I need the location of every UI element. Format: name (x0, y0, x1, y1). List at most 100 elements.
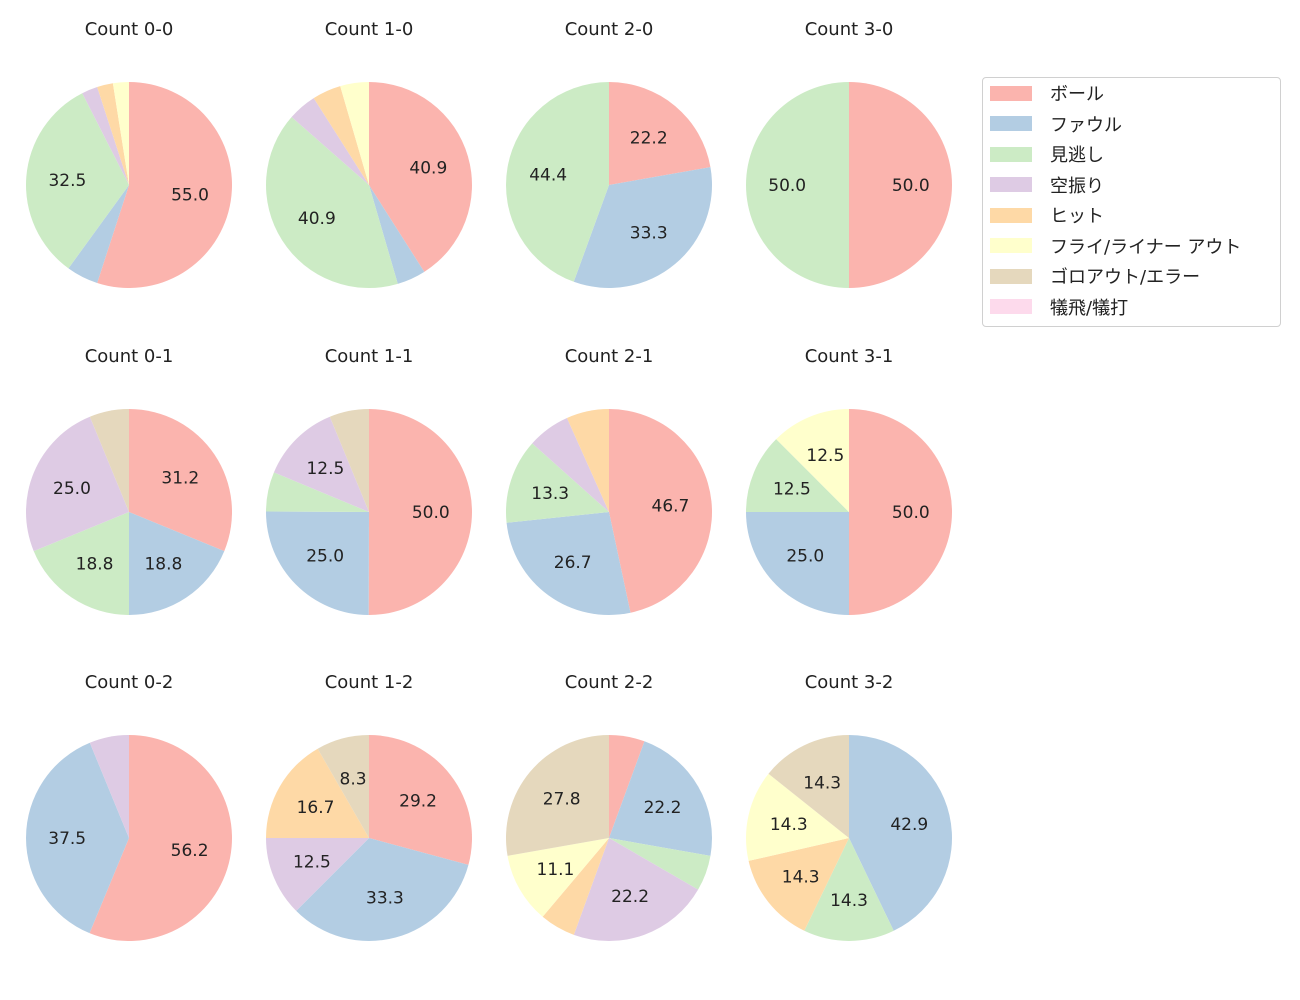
pie-slice (609, 735, 645, 838)
pie-6: Count 1-1 50.0 25.0 12.5 (266, 346, 472, 615)
legend-item: ファウル (990, 114, 1122, 136)
pie-slice (68, 185, 129, 283)
slice-label: 12.5 (293, 853, 331, 873)
pie-slice (506, 735, 609, 856)
pie-slice (609, 838, 711, 890)
pie-slice (369, 82, 472, 272)
pie-title: Count 1-0 (325, 19, 414, 40)
pie-slice (340, 82, 369, 185)
pie-slice (746, 773, 849, 861)
pie-slice (507, 838, 609, 917)
slice-label: 26.7 (554, 553, 592, 573)
pie-slice (506, 512, 631, 615)
pie-title: Count 0-2 (85, 672, 174, 693)
pie-slice (112, 82, 129, 185)
pie-slice (746, 512, 849, 615)
legend-swatch (990, 238, 1032, 253)
pie-10: Count 1-2 29.2 33.3 12.5 16.78.3 (266, 672, 472, 941)
pie-slice (82, 87, 129, 185)
slice-label: 14.3 (803, 773, 841, 793)
slice-label: 18.8 (144, 554, 182, 574)
slice-label: 25.0 (306, 547, 344, 567)
slice-label: 46.7 (652, 497, 690, 517)
slice-label: 37.5 (48, 829, 86, 849)
slice-label: 40.9 (409, 159, 447, 179)
pie-slice (266, 117, 398, 288)
legend-item: 見逃し (990, 144, 1104, 166)
pie-slice (506, 82, 609, 282)
pie-slice (266, 511, 369, 615)
slice-label: 55.0 (171, 186, 209, 206)
pie-slice (97, 83, 129, 185)
pie-slice (129, 512, 225, 615)
legend-item: フライ/ライナー アウト (990, 236, 1242, 258)
slice-label: 40.9 (298, 209, 336, 229)
slice-label: 50.0 (892, 176, 930, 196)
pie-slice (609, 741, 712, 856)
slice-label: 44.4 (529, 165, 567, 185)
slice-label: 14.3 (770, 815, 808, 835)
legend-swatch (990, 268, 1032, 284)
pie-slice (296, 838, 469, 941)
pie-slice (89, 735, 233, 941)
pie-title: Count 0-0 (85, 19, 174, 40)
slice-label: 42.9 (890, 815, 928, 835)
pie-slice (573, 838, 699, 942)
slice-label: 22.2 (644, 798, 682, 818)
slice-label: 14.3 (782, 868, 820, 888)
pie-slice (273, 416, 369, 512)
pie-slice (97, 82, 233, 288)
pie-slice (748, 838, 849, 931)
pie-2: Count 1-0 40.9 40.9 (266, 19, 472, 288)
pie-slice (291, 98, 369, 185)
slice-label: 33.3 (366, 889, 404, 909)
pie-slice (329, 409, 369, 512)
pie-slice (266, 472, 369, 512)
legend-swatch (990, 85, 1032, 101)
pie-slice (369, 185, 425, 284)
pie-slice (317, 735, 369, 838)
pie-11: Count 2-2 22.2 22.2 11.1 27.8 (506, 672, 712, 942)
pie-slice (573, 167, 712, 288)
pie-slice (849, 409, 952, 615)
pie-slice (609, 409, 713, 613)
pie-slice (129, 409, 233, 552)
legend-swatch (990, 299, 1032, 314)
legend: ボール ファウル 見逃し 空振り ヒット フライ/ライナー アウト ゴロアウト/エラー 犠飛/… (982, 77, 1281, 327)
pie-slice (313, 86, 369, 185)
slice-label: 11.1 (537, 860, 575, 880)
legend-label: ヒット (1050, 206, 1104, 227)
pie-12: Count 3-2 42.9 14.3 14.3 14.3 14.3 (746, 672, 952, 941)
slice-label: 8.3 (340, 769, 367, 789)
pie-title: Count 1-1 (325, 346, 414, 367)
pie-slice (26, 93, 129, 269)
legend-swatch (990, 207, 1032, 223)
pie-slice (89, 409, 129, 512)
pie-slice (532, 417, 609, 512)
pie-title: Count 0-1 (85, 346, 174, 367)
pie-3: Count 2-0 22.2 33.3 44.4 (506, 19, 712, 288)
slice-label: 12.5 (806, 446, 844, 466)
pie-title: Count 3-0 (805, 19, 894, 40)
pie-slice (266, 838, 369, 911)
pie-slice (768, 735, 849, 838)
legend-item: 空振り (990, 175, 1104, 197)
slice-label: 50.0 (412, 503, 450, 523)
pie-title: Count 3-1 (805, 346, 894, 367)
slice-label: 25.0 (786, 547, 824, 567)
pie-title: Count 2-1 (565, 346, 654, 367)
legend-label: ゴロアウト/エラー (1050, 267, 1201, 288)
pie-1: Count 0-0 55.0 32.5 (26, 19, 233, 288)
pie-slice (746, 82, 849, 288)
pie-slice (33, 512, 129, 615)
pie-4: Count 3-0 50.0 50.0 (746, 19, 952, 288)
legend-item: ゴロアウト/エラー (990, 266, 1201, 288)
legend-swatch (990, 116, 1032, 131)
pie-title: Count 2-2 (565, 672, 654, 693)
legend-label: 見逃し (1050, 145, 1104, 166)
pie-title: Count 3-2 (805, 672, 894, 693)
legend-item: ボール (990, 83, 1104, 105)
pie-slice (746, 439, 849, 512)
legend-label: フライ/ライナー アウト (1050, 236, 1242, 258)
